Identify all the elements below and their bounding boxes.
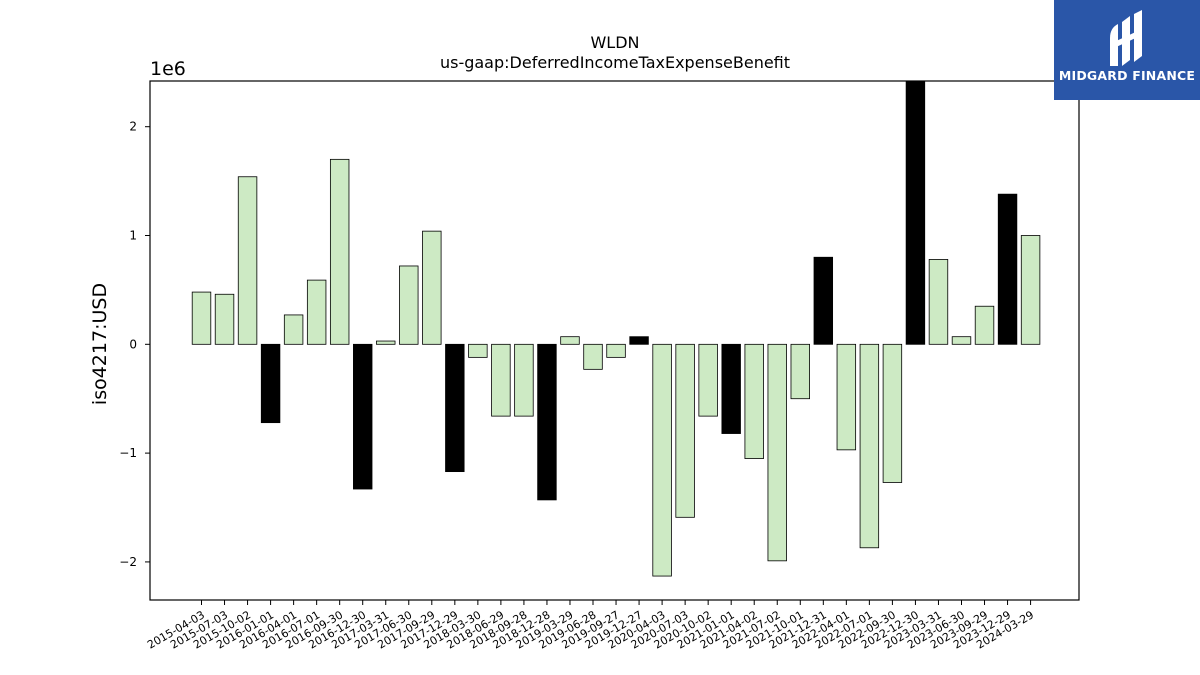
bar-2015-07-03 <box>214 293 235 345</box>
bar-2015-04-03 <box>191 291 212 345</box>
bar-2016-09-30 <box>329 158 350 345</box>
bar-2018-06-29 <box>491 343 511 417</box>
bar-2018-09-28 <box>514 343 534 417</box>
bar-2021-04-02 <box>744 343 764 459</box>
bars-group <box>191 80 1041 577</box>
y-tick-label: −1 <box>119 446 137 460</box>
y-tick-label: 1 <box>129 229 137 243</box>
bar-2015-10-02 <box>237 176 258 345</box>
chart-subtitle: us-gaap:DeferredIncomeTaxExpenseBenefit <box>440 53 790 72</box>
y-tick-label: −2 <box>119 555 137 569</box>
bar-2019-12-27 <box>629 336 649 345</box>
x-ticks-group: 2015-04-032015-07-032015-10-022016-01-01… <box>145 600 1036 652</box>
y-ticks-group: −2 −1 0 1 2 <box>119 120 150 569</box>
y-axis-label: iso4217:USD <box>89 283 111 405</box>
bar-2016-04-01 <box>283 314 304 345</box>
bar-2019-06-28 <box>583 343 603 370</box>
bar-2017-09-29 <box>422 230 442 345</box>
bar-2016-07-01 <box>306 279 327 345</box>
bar-2022-12-30 <box>905 80 926 345</box>
bar-2018-03-30 <box>468 343 488 358</box>
y-tick-label: 0 <box>129 337 137 351</box>
plot-frame <box>149 80 1080 601</box>
bar-2017-12-29 <box>445 343 465 473</box>
bar-2016-12-30 <box>353 343 373 490</box>
bar-2019-09-27 <box>606 343 626 358</box>
bar-2021-12-31 <box>813 256 834 345</box>
bar-2023-06-30 <box>951 336 972 345</box>
bar-2023-09-29 <box>974 305 995 345</box>
bar-2022-04-01 <box>836 343 857 451</box>
bar-2017-06-30 <box>399 265 419 345</box>
bar-2020-04-03 <box>652 343 672 577</box>
bar-2020-10-02 <box>698 343 718 417</box>
bar-2021-07-02 <box>767 343 787 562</box>
logo-text: MIDGARD FINANCE <box>1058 68 1196 83</box>
bar-2018-12-28 <box>537 343 557 501</box>
bar-2022-09-30 <box>882 343 903 483</box>
bar-2021-01-01 <box>721 343 741 434</box>
y-scale-label: 1e6 <box>150 58 186 80</box>
chart-title: WLDN <box>590 33 639 52</box>
bar-2022-07-01 <box>859 343 880 549</box>
y-tick-label: 2 <box>129 120 137 134</box>
midgard-logo-icon <box>1110 10 1142 66</box>
bar-2017-03-31 <box>376 340 396 345</box>
bar-2021-10-01 <box>790 343 810 400</box>
bar-2023-03-31 <box>928 259 949 345</box>
bar-2019-03-29 <box>560 336 580 345</box>
bar-2020-07-03 <box>675 343 695 518</box>
bar-2023-12-29 <box>997 193 1018 345</box>
brand-logo: MIDGARD FINANCE <box>1054 0 1200 100</box>
bar-2024-03-29 <box>1020 235 1041 345</box>
bar-2016-01-01 <box>260 343 281 424</box>
